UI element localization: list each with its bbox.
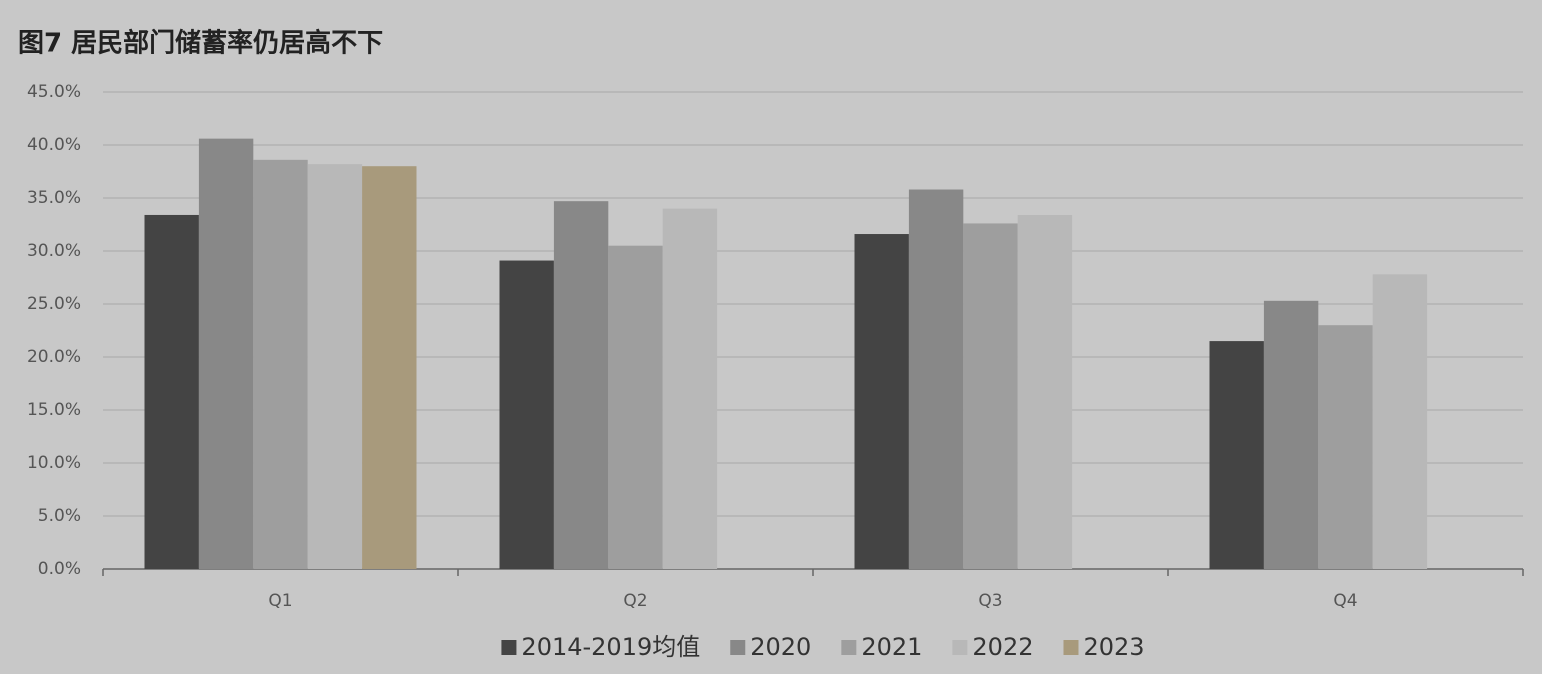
y-tick-label: 0.0% [38,559,81,579]
y-tick-label: 35.0% [27,188,81,208]
x-tick-label: Q3 [978,591,1002,611]
legend-label: 2020 [750,633,811,661]
y-tick-label: 45.0% [27,82,81,102]
bar [963,223,1018,569]
bar [198,138,254,569]
x-tick-label: Q2 [623,591,647,611]
legend-label: 2023 [1083,633,1144,661]
bar [854,234,909,570]
bar [499,260,554,569]
legend-swatch [841,640,857,655]
bar [1263,300,1319,569]
bar [1372,274,1428,569]
y-tick-label: 10.0% [27,453,81,473]
legend-swatch [1063,640,1079,655]
y-tick-label: 30.0% [27,241,81,261]
bar [253,159,308,569]
bar [362,166,417,569]
y-tick-label: 25.0% [27,294,81,314]
legend-label: 2014-2019均值 [521,633,700,661]
y-tick-label: 20.0% [27,347,81,367]
bar [908,189,964,569]
x-tick-label: Q4 [1333,591,1357,611]
y-tick-label: 15.0% [27,400,81,420]
bar [1318,325,1373,569]
bar [144,214,199,569]
legend-swatch [952,640,968,655]
bar [608,245,663,569]
legend-swatch [501,640,517,655]
bar [662,208,718,569]
x-tick-label: Q1 [268,591,292,611]
y-tick-label: 5.0% [38,506,81,526]
legend-label: 2022 [972,633,1033,661]
bar [1209,341,1264,569]
bar [553,201,609,569]
legend-swatch [730,640,746,655]
bar [307,164,363,569]
chart-title: 图7 居民部门储蓄率仍居高不下 [18,28,383,59]
legend-label: 2021 [861,633,922,661]
bar [1017,214,1073,569]
y-tick-label: 40.0% [27,135,81,155]
